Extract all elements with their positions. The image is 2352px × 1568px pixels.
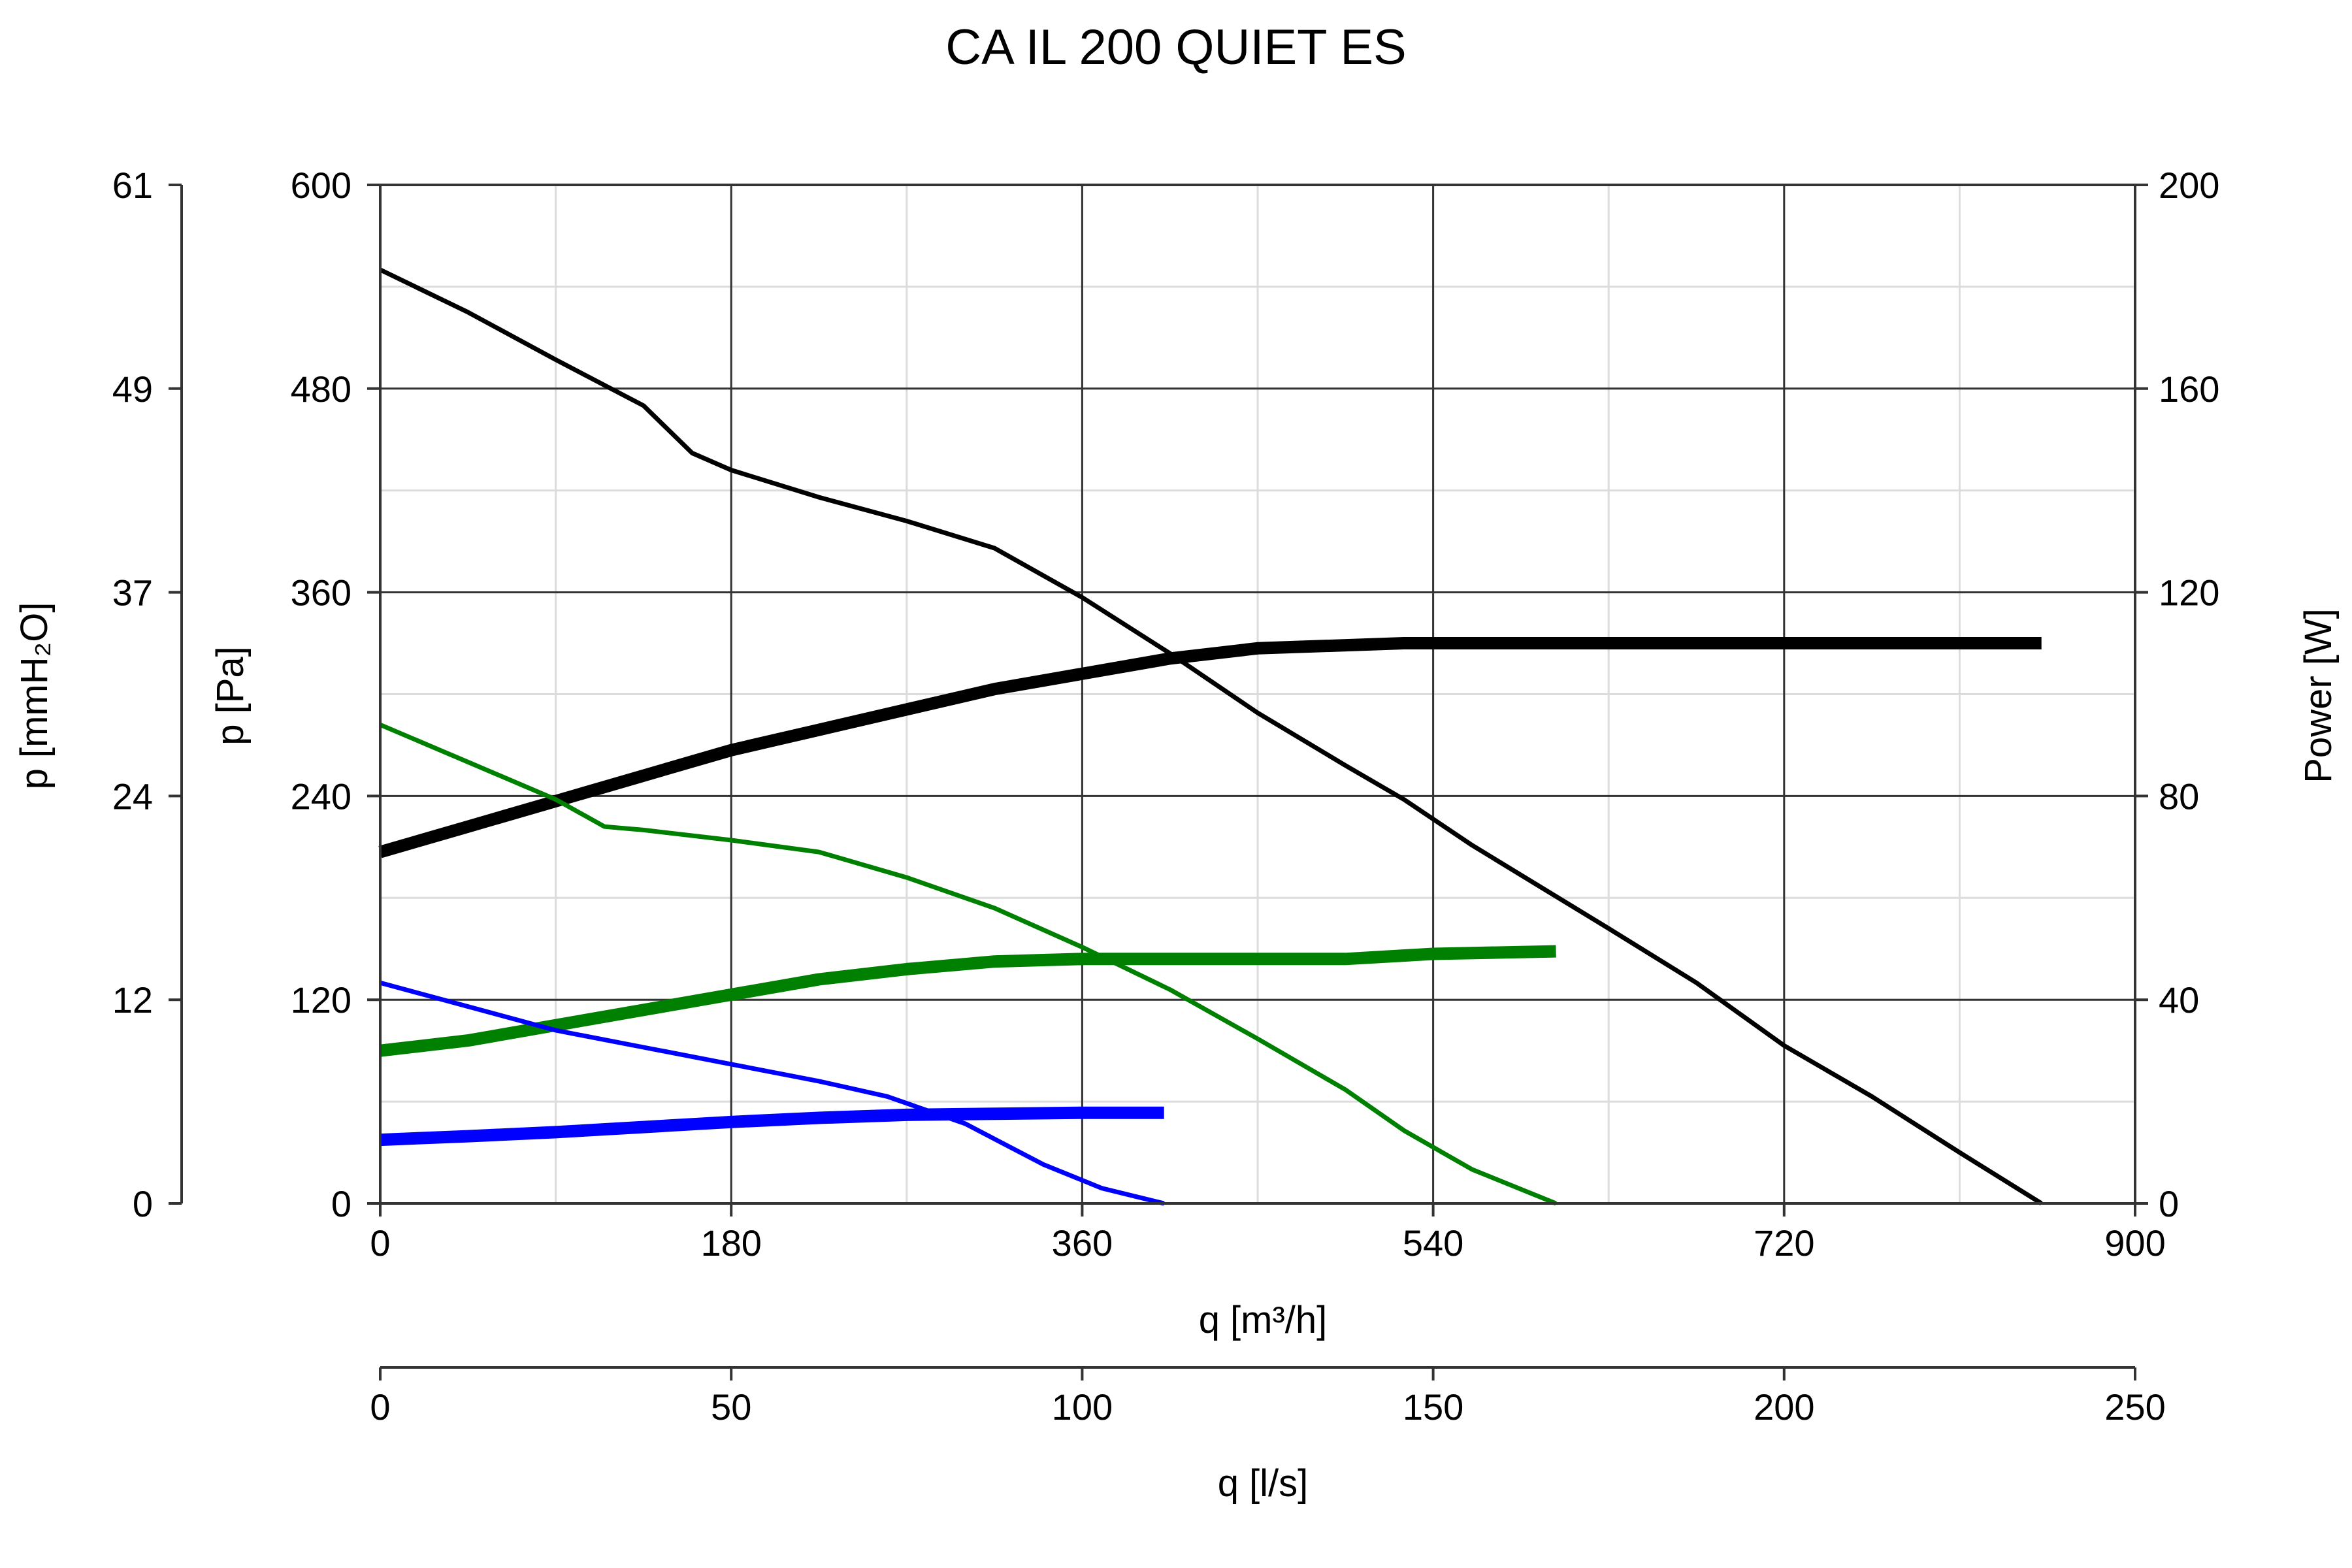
y2-tick-label: 61: [112, 165, 153, 206]
y3-tick-label: 160: [2159, 368, 2219, 410]
x2-tick-label: 0: [370, 1386, 390, 1428]
x2-axis-label: q [l/s]: [1218, 1462, 1309, 1505]
y3-tick-label: 120: [2159, 572, 2219, 613]
y-tick-label: 120: [291, 979, 351, 1021]
y3-tick-label: 200: [2159, 165, 2219, 206]
x-tick-label: 0: [370, 1222, 390, 1264]
series-layer: [378, 267, 2043, 1206]
y2-tick-label: 0: [133, 1183, 153, 1224]
x2-axis-ticks: 0 50 100 150 200 250: [370, 1367, 2166, 1428]
y3-tick-label: 0: [2159, 1183, 2179, 1224]
x-tick-label: 360: [1052, 1222, 1113, 1264]
y2-tick-label: 24: [112, 776, 153, 817]
x2-tick-label: 250: [2104, 1386, 2165, 1428]
x-tick-label: 180: [700, 1222, 761, 1264]
x2-tick-label: 150: [1403, 1386, 1463, 1428]
y2-axis-ticks: 0 12 24 37 49 61: [112, 165, 182, 1224]
y-axis-ticks: 0 120 240 360 480 600: [291, 165, 380, 1224]
y-tick-label: 480: [291, 368, 351, 410]
x2-tick-label: 200: [1754, 1386, 1814, 1428]
y3-axis-ticks: 0 40 80 120 160 200: [2135, 165, 2219, 1224]
y2-axis-label: p [mmH₂O]: [13, 602, 56, 790]
y-tick-label: 360: [291, 572, 351, 613]
axis-lines: [180, 184, 2136, 1369]
pressure-curve-2: [379, 723, 1557, 1206]
y-tick-label: 600: [291, 165, 351, 206]
power-curve-3: [379, 945, 1556, 1057]
y3-tick-label: 80: [2159, 776, 2199, 817]
x-tick-label: 900: [2104, 1222, 2165, 1264]
y2-tick-label: 49: [112, 368, 153, 410]
x2-tick-label: 100: [1052, 1386, 1113, 1428]
y-axis-label: p [Pa]: [209, 646, 252, 745]
major-grid: [380, 185, 2135, 1203]
x2-tick-label: 50: [711, 1386, 751, 1428]
y-tick-label: 0: [331, 1183, 351, 1224]
pressure-curve-4: [380, 980, 1165, 1206]
power-curve-5: [380, 1106, 1164, 1147]
y3-axis-label: Power [W]: [2297, 608, 2340, 783]
x-tick-label: 540: [1403, 1222, 1463, 1264]
chart-title: CA IL 200 QUIET ES: [945, 20, 1406, 75]
y2-tick-label: 37: [112, 572, 153, 613]
x-axis-label: q [m³/h]: [1199, 1299, 1328, 1341]
y-tick-label: 240: [291, 776, 351, 817]
power-curve-1: [378, 637, 2042, 858]
y3-tick-label: 40: [2159, 979, 2199, 1021]
x-tick-label: 720: [1754, 1222, 1814, 1264]
y2-tick-label: 12: [112, 979, 153, 1021]
x-axis-ticks: 0 180 360 540 720 900: [370, 1203, 2166, 1264]
